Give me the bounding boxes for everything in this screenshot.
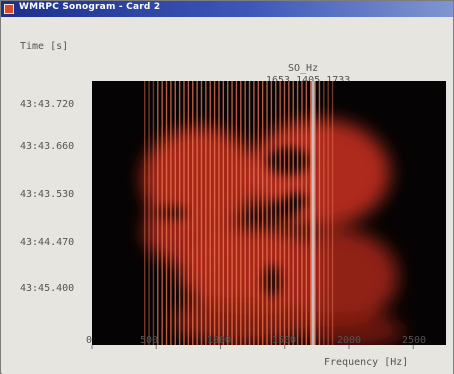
y-tick-label: 43:44.470 [20, 237, 75, 248]
title-bar[interactable]: WMRPC Sonogram - Card 2 [1, 1, 453, 17]
window-title: WMRPC Sonogram - Card 2 [19, 2, 161, 12]
cursor-value: 1653 1405 1733 [266, 75, 350, 86]
frequency-lines [143, 81, 334, 345]
x-tick-label: 2500 [402, 335, 427, 346]
sonogram-plot[interactable] [92, 81, 446, 345]
y-tick-label: 43:43.530 [20, 189, 75, 200]
y-tick-label: 43:45.400 [20, 283, 75, 294]
x-tick-label: 2000 [337, 335, 362, 346]
cursor-label: SO_Hz [288, 63, 319, 74]
x-tick-label: 1000 [207, 335, 232, 346]
y-tick-label: 43:43.720 [20, 99, 75, 110]
sonogram-panel: Time [s] SO_Hz 1653 1405 1733 43:43.720 … [2, 17, 453, 374]
app-icon [4, 4, 14, 14]
x-tick-label: 500 [140, 335, 159, 346]
y-axis-title: Time [s] [20, 41, 69, 52]
sonogram-canvas [142, 81, 404, 345]
x-tick-label: 1500 [272, 335, 297, 346]
x-tick-label: 0 [86, 335, 93, 346]
x-axis-title: Frequency [Hz] [324, 357, 409, 368]
y-tick-label: 43:43.660 [20, 141, 75, 152]
